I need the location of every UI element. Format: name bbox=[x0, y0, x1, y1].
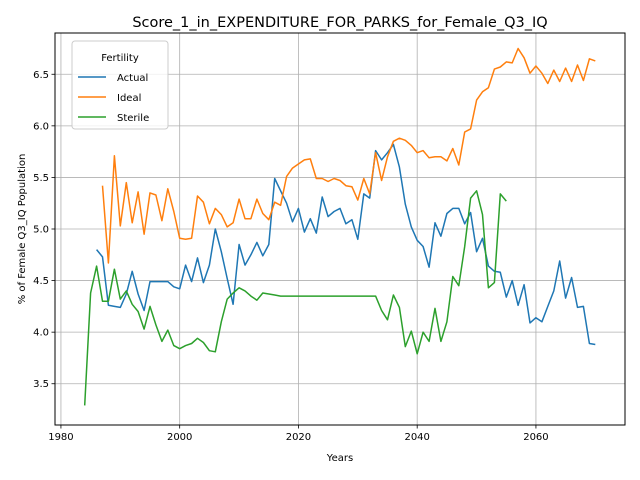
legend-title: Fertility bbox=[101, 53, 139, 64]
x-tick-label: 2040 bbox=[404, 432, 429, 443]
x-tick-label: 2020 bbox=[286, 432, 311, 443]
y-tick-label: 6.5 bbox=[33, 70, 49, 81]
y-tick-label: 3.5 bbox=[33, 379, 49, 390]
y-tick-label: 5.0 bbox=[33, 225, 49, 236]
y-axis-title: % of Female Q3_IQ Population bbox=[17, 154, 28, 305]
y-tick-label: 6.0 bbox=[33, 121, 49, 132]
chart-title: Score_1_in_EXPENDITURE_FOR_PARKS_for_Fem… bbox=[132, 15, 547, 31]
legend-label-sterile: Sterile bbox=[117, 113, 149, 124]
legend-label-ideal: Ideal bbox=[117, 93, 141, 104]
y-tick-label: 4.0 bbox=[33, 328, 49, 339]
x-tick-label: 2000 bbox=[167, 432, 192, 443]
y-tick-label: 5.5 bbox=[33, 173, 49, 184]
x-tick-label: 2060 bbox=[523, 432, 548, 443]
y-tick-label: 4.5 bbox=[33, 276, 49, 287]
legend: Fertility Actual Ideal Sterile bbox=[72, 41, 168, 129]
x-axis-title: Years bbox=[326, 453, 353, 464]
x-tick-label: 1980 bbox=[48, 432, 73, 443]
legend-label-actual: Actual bbox=[117, 73, 148, 84]
